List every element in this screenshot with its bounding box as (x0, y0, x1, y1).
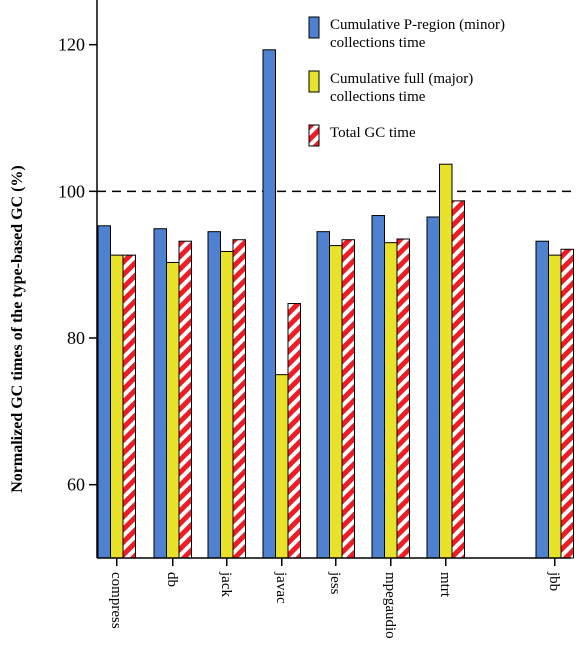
bar-mpegaudio-minor (371, 215, 385, 559)
bar-jack-minor (207, 231, 221, 559)
bar-mpegaudio-major (384, 242, 398, 559)
legend-label-2-line-1: Cumulative full (major) (330, 71, 473, 87)
bar-jack-major (220, 250, 234, 559)
bar-compress-minor (97, 225, 111, 559)
legend-swatch-2 (308, 70, 320, 93)
bar-db-minor (153, 228, 167, 559)
bar-jbb-major (548, 254, 562, 559)
legend-swatch-3 (308, 124, 320, 147)
x-tick-label-mpegaudio: mpegaudio (382, 572, 398, 639)
y-tick-label-80: 80 (67, 328, 85, 348)
bar-compress-major (110, 254, 124, 559)
x-tick-label-db: db (164, 572, 180, 587)
legend-label-2-line-2: collections time (330, 89, 426, 105)
bar-mtrt-total (451, 200, 465, 559)
bar-javac-total (287, 303, 301, 559)
y-tick-label-100: 100 (58, 181, 85, 201)
bar-compress-total (122, 254, 136, 559)
bar-jess-major (329, 245, 343, 559)
legend-entry-1: Cumulative P-region (minor) collections t… (308, 16, 505, 51)
x-tick-label-javac: javac (273, 571, 289, 604)
bar-jack-total (232, 239, 246, 559)
bar-mpegaudio-total (396, 238, 410, 559)
y-axis: 60 80 100 120 (58, 0, 98, 558)
x-tick-label-jess: jess (327, 571, 343, 595)
bar-javac-minor (262, 49, 276, 559)
legend: Cumulative P-region (minor) collections t… (308, 16, 505, 147)
bar-javac-major (275, 374, 289, 559)
bar-jess-total (341, 239, 355, 559)
bar-db-total (178, 240, 192, 559)
plot-area (97, 49, 574, 559)
bar-mtrt-major (439, 163, 453, 559)
legend-entry-3: Total GC time (308, 124, 416, 147)
x-tick-label-mtrt: mtrt (437, 572, 453, 598)
x-tick-label-compress: compress (108, 572, 124, 629)
bar-db-major (166, 261, 180, 559)
bar-jbb-minor (535, 240, 549, 559)
legend-swatch-1 (308, 16, 320, 39)
y-tick-label-60: 60 (67, 475, 85, 495)
x-tick-label-jbb: jbb (546, 571, 562, 591)
legend-label-3-line-1: Total GC time (330, 125, 416, 141)
legend-label-1-line-2: collections time (330, 35, 426, 51)
bar-jbb-total (560, 248, 574, 559)
y-tick-label-120: 120 (58, 35, 85, 55)
x-axis: compress db jack javac jess mpegaudio mtrt jbb (97, 557, 571, 639)
bar-mtrt-minor (426, 216, 440, 559)
x-tick-label-jack: jack (218, 571, 234, 597)
y-axis-label: Normalized GC times of the type-based GC… (9, 165, 26, 493)
legend-entry-2: Cumulative full (major) collections time (308, 70, 473, 105)
bar-jess-minor (316, 231, 330, 559)
legend-label-1-line-1: Cumulative P-region (minor) (330, 17, 505, 33)
